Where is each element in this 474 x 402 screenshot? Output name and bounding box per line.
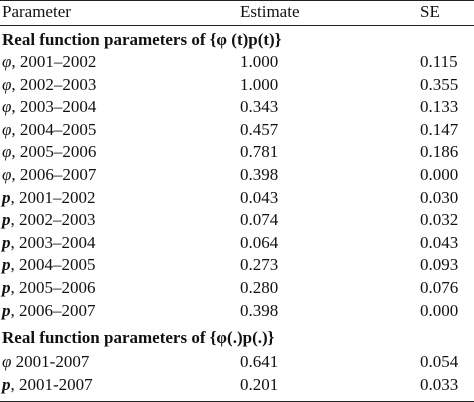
section-title: Real function parameters of {φ (t)p(t)}	[2, 30, 282, 49]
estimate-cell: 1.000	[240, 74, 279, 94]
header-cell: Estimate	[240, 2, 300, 21]
parameter-cell: φ 2001-2007	[2, 352, 89, 372]
estimate-cell: 0.781	[240, 142, 279, 162]
header-cell: Parameter	[2, 2, 71, 21]
estimate-cell: 0.641	[240, 352, 279, 372]
parameter-cell: p, 2003–2004	[2, 233, 96, 253]
parameter-period: , 2006–2007	[10, 300, 96, 320]
parameter-cell: φ, 2002–2003	[2, 75, 96, 95]
parameter-cell: p, 2001-2007	[2, 375, 93, 395]
parameter-period: , 2001-2007	[10, 374, 93, 394]
parameter-symbol: φ	[2, 74, 12, 94]
parameter-cell: φ, 2005–2006	[2, 142, 96, 162]
parameter-period: , 2006–2007	[11, 165, 97, 184]
parameter-symbol: φ	[2, 352, 12, 372]
se-cell: 0.115	[420, 52, 458, 71]
parameter-period: , 2002–2003	[11, 74, 97, 94]
se-cell: 0.054	[420, 352, 459, 372]
parameter-symbol: p	[2, 374, 11, 394]
estimate-cell: 0.343	[240, 97, 279, 117]
parameter-cell: p, 2005–2006	[2, 278, 96, 298]
parameter-period: , 2004–2005	[11, 119, 97, 139]
parameter-cell: φ, 2001–2002	[2, 52, 96, 72]
section-title: Real function parameters of {φ(.)p(.)}	[2, 328, 275, 348]
parameter-period: , 2005–2006	[10, 278, 96, 297]
parameter-symbol: φ	[2, 165, 12, 184]
se-cell: 0.186	[420, 142, 459, 162]
parameter-symbol: φ	[2, 52, 12, 71]
estimate-cell: 0.043	[240, 187, 279, 207]
header-cell: SE	[420, 2, 440, 21]
parameter-symbol: p	[2, 232, 11, 252]
parameter-symbol: p	[2, 187, 11, 207]
parameter-cell: φ, 2004–2005	[2, 120, 96, 140]
se-cell: 0.147	[420, 119, 459, 139]
top-rule	[0, 0, 474, 1]
se-cell: 0.000	[420, 300, 459, 320]
parameter-symbol: p	[2, 300, 11, 320]
parameter-period: , 2003–2004	[10, 232, 96, 252]
parameter-symbol: p	[2, 210, 11, 230]
se-cell: 0.093	[420, 255, 459, 275]
se-cell: 0.076	[420, 278, 459, 297]
estimate-cell: 0.273	[240, 255, 279, 275]
parameter-period: , 2004–2005	[10, 255, 96, 275]
se-cell: 0.133	[420, 97, 459, 117]
parameter-period: , 2001–2002	[11, 52, 97, 71]
parameter-symbol: φ	[2, 142, 12, 162]
parameter-period: 2001-2007	[11, 352, 90, 372]
estimate-cell: 1.000	[240, 52, 279, 71]
se-cell: 0.043	[420, 232, 459, 252]
estimate-cell: 0.074	[240, 210, 279, 230]
se-cell: 0.033	[420, 374, 459, 394]
parameter-symbol: φ	[2, 119, 12, 139]
se-cell: 0.355	[420, 74, 459, 94]
parameter-period: , 2001–2002	[10, 187, 96, 207]
parameter-period: , 2005–2006	[11, 142, 97, 162]
estimate-cell: 0.280	[240, 278, 279, 297]
parameter-cell: p, 2004–2005	[2, 255, 96, 275]
header-rule	[0, 25, 474, 26]
se-cell: 0.032	[420, 210, 459, 230]
parameter-symbol: p	[2, 255, 11, 275]
parameter-cell: φ, 2003–2004	[2, 97, 96, 117]
estimate-cell: 0.457	[240, 119, 279, 139]
parameter-period: , 2002–2003	[10, 210, 96, 230]
se-cell: 0.030	[420, 187, 459, 207]
parameter-cell: p, 2006–2007	[2, 301, 96, 321]
parameter-symbol: φ	[2, 97, 12, 117]
estimate-cell: 0.398	[240, 300, 279, 320]
parameter-cell: p, 2001–2002	[2, 188, 96, 208]
estimate-cell: 0.201	[240, 374, 279, 394]
estimate-cell: 0.064	[240, 232, 279, 252]
estimate-cell: 0.398	[240, 165, 279, 184]
parameter-cell: φ, 2006–2007	[2, 165, 96, 185]
parameter-period: , 2003–2004	[11, 97, 97, 117]
parameter-cell: p, 2002–2003	[2, 210, 96, 230]
se-cell: 0.000	[420, 165, 459, 184]
parameter-symbol: p	[2, 278, 11, 297]
